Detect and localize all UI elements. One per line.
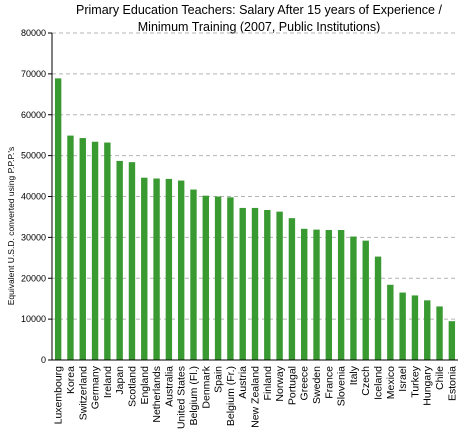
x-category-label: Spain xyxy=(213,366,225,393)
x-category-label: Netherlands xyxy=(151,366,163,423)
chart-title-line-1: Primary Education Teachers: Salary After… xyxy=(76,3,442,17)
bar xyxy=(448,321,456,360)
y-axis-ticks: 0 10000 20000 30000 40000 50000 60000 70000 8000… xyxy=(21,28,52,365)
x-category-label: Australia xyxy=(163,366,175,407)
bar xyxy=(264,209,271,360)
x-category-label: Israel xyxy=(397,366,409,392)
chart-title: Primary Education Teachers: Salary After… xyxy=(76,3,442,34)
x-category-label: Slovenia xyxy=(336,366,348,406)
bar xyxy=(79,138,86,360)
x-category-label: Belgium (Fr.) xyxy=(225,366,237,426)
bar xyxy=(362,240,369,360)
bar xyxy=(325,230,333,360)
x-category-label: Ireland xyxy=(102,366,114,398)
bar xyxy=(177,180,185,360)
bar xyxy=(251,207,259,360)
y-tick-label: 70000 xyxy=(21,69,46,79)
bar xyxy=(399,292,406,360)
bar xyxy=(54,78,62,361)
bar xyxy=(276,211,283,360)
y-tick-label: 40000 xyxy=(21,192,46,202)
bar xyxy=(313,229,320,360)
x-category-label: Austria xyxy=(237,366,249,399)
bar xyxy=(424,300,431,360)
y-tick-label: 10000 xyxy=(21,314,46,324)
bar xyxy=(153,178,160,360)
x-category-label: Hungary xyxy=(422,365,434,405)
axes xyxy=(51,33,458,361)
x-category-label: Korea xyxy=(65,366,77,394)
bar xyxy=(91,141,99,360)
x-category-label: Luxembourg xyxy=(53,366,65,425)
bar xyxy=(141,177,148,360)
x-category-label: Finland xyxy=(262,366,274,401)
y-tick-label: 0 xyxy=(41,355,46,365)
x-category-label: Greece xyxy=(299,366,311,401)
x-category-label: Belgium (Fl.) xyxy=(188,366,200,426)
x-category-label: Denmark xyxy=(200,365,212,408)
bar xyxy=(387,284,394,360)
x-category-label: Sweden xyxy=(311,366,323,404)
x-axis-category-labels: Luxembourg Korea Switzerland Germany Ireland… xyxy=(53,365,459,429)
bars xyxy=(54,78,456,361)
x-category-label: United States xyxy=(176,366,188,429)
bar xyxy=(67,135,74,360)
bar xyxy=(190,189,197,360)
x-category-label: Scotland xyxy=(126,366,138,407)
chart-title-line-2: Minimum Training (2007, Public Instituti… xyxy=(138,20,380,34)
x-category-label: Estonia xyxy=(446,366,458,401)
bar xyxy=(214,196,222,360)
bar xyxy=(202,195,209,360)
x-category-label: Japan xyxy=(114,366,126,395)
x-category-label: New Zealand xyxy=(250,366,262,428)
x-category-label: Portugal xyxy=(286,366,298,405)
bar xyxy=(374,256,382,360)
bar xyxy=(411,295,419,360)
x-category-label: Italy xyxy=(348,365,360,385)
bar xyxy=(350,236,357,360)
bar xyxy=(436,306,443,360)
bar xyxy=(116,160,123,360)
x-category-label: Switzerland xyxy=(77,366,89,420)
x-category-label: Mexico xyxy=(385,366,397,399)
bar xyxy=(165,178,173,360)
x-category-label: England xyxy=(139,366,151,405)
bar xyxy=(288,218,296,360)
x-category-label: Iceland xyxy=(373,366,385,400)
bar xyxy=(128,162,136,360)
bar xyxy=(239,207,246,360)
x-category-label: Norway xyxy=(274,365,286,401)
y-tick-label: 30000 xyxy=(21,232,46,242)
y-tick-label: 80000 xyxy=(21,28,46,38)
x-category-label: Turkey xyxy=(409,365,421,397)
y-axis-label: Equivalent U.S.D. converted using P.P.P.… xyxy=(6,147,16,306)
bar xyxy=(337,230,345,360)
bar xyxy=(227,197,234,360)
x-category-label: Chile xyxy=(434,366,446,390)
y-tick-label: 50000 xyxy=(21,151,46,161)
bar xyxy=(104,142,111,360)
x-category-label: Czech xyxy=(360,366,372,396)
y-tick-label: 20000 xyxy=(21,273,46,283)
y-tick-label: 60000 xyxy=(21,110,46,120)
bar xyxy=(301,228,308,360)
x-category-label: France xyxy=(323,366,335,399)
x-category-label: Germany xyxy=(90,365,102,409)
